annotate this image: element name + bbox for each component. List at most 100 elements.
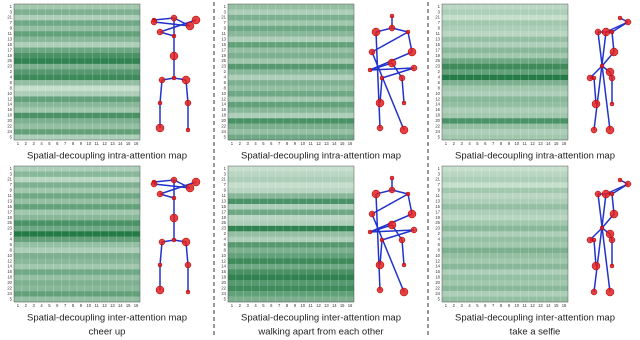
joint xyxy=(388,186,396,194)
column-label: 4 xyxy=(468,141,471,146)
column-label: 8 xyxy=(72,303,75,308)
joint xyxy=(169,51,179,61)
joint xyxy=(590,288,598,296)
row-label: 9 xyxy=(10,26,13,31)
joint xyxy=(150,180,158,188)
column-label: 7 xyxy=(492,141,495,146)
column-label: 6 xyxy=(484,303,487,308)
joint xyxy=(184,261,192,269)
row-label: 5 xyxy=(438,296,441,301)
heatmap-row xyxy=(14,220,140,227)
row-label: 1 xyxy=(224,166,227,171)
row-label: 7 xyxy=(10,20,13,25)
row-label: 3 xyxy=(224,171,227,176)
column-label: 7 xyxy=(64,141,67,146)
row-label: 10 xyxy=(435,253,440,258)
row-label: 25 xyxy=(435,58,440,63)
heatmap-row xyxy=(228,274,354,281)
column-label: 2 xyxy=(453,141,456,146)
row-label: 22 xyxy=(435,124,440,129)
column-label: 8 xyxy=(500,303,503,308)
row-label: 11 xyxy=(8,193,13,198)
heatmap-row xyxy=(228,4,354,10)
column-label: 3 xyxy=(461,303,464,308)
row-label: 4 xyxy=(10,237,13,242)
row-label: 19 xyxy=(7,215,12,220)
joint xyxy=(156,190,164,198)
heatmap-row xyxy=(442,220,568,227)
heatmap-row xyxy=(442,296,568,303)
row-label: 13 xyxy=(435,198,440,203)
heatmap-row xyxy=(442,9,568,16)
heatmap-row xyxy=(228,209,354,216)
column-label: 11 xyxy=(309,141,314,146)
row-label: 4 xyxy=(438,237,441,242)
row-label: 22 xyxy=(221,286,226,291)
heatmap-row xyxy=(442,242,568,248)
column-label: 7 xyxy=(64,303,67,308)
row-label: 6 xyxy=(224,80,227,85)
row-label: 9 xyxy=(438,26,441,31)
bone xyxy=(401,77,405,104)
heatmap-row xyxy=(228,242,354,248)
column-label: 11 xyxy=(523,303,528,308)
joint xyxy=(157,262,163,268)
row-label: 6 xyxy=(438,80,441,85)
heatmap-row xyxy=(228,296,354,303)
row-label: 14 xyxy=(221,102,226,107)
heatmap-row xyxy=(442,14,568,21)
joint xyxy=(591,261,601,271)
joint xyxy=(156,28,164,36)
row-label: 14 xyxy=(7,264,12,269)
heatmap-row xyxy=(442,4,568,10)
column-label: 12 xyxy=(316,303,321,308)
heatmap-row xyxy=(442,198,568,205)
heatmap-row xyxy=(228,91,354,97)
joint xyxy=(624,18,632,26)
heatmap-row xyxy=(14,176,140,183)
heatmap-row xyxy=(442,187,568,194)
row-label: 23 xyxy=(435,64,440,69)
column-label: 13 xyxy=(538,141,543,146)
row-label: 12 xyxy=(7,258,12,263)
heatmap-row xyxy=(228,187,354,194)
heatmap-row xyxy=(228,280,354,286)
row-label: 21 xyxy=(221,177,226,182)
joint xyxy=(405,29,411,35)
row-label: 18 xyxy=(7,275,12,280)
row-label: 3 xyxy=(224,9,227,14)
joint xyxy=(624,180,632,188)
heatmap-row xyxy=(228,58,354,65)
row-label: 25 xyxy=(221,58,226,63)
row-label: 1 xyxy=(438,166,441,171)
heatmap-row xyxy=(442,263,568,270)
heatmap-row xyxy=(228,31,354,37)
joint xyxy=(181,75,191,85)
row-label: 3 xyxy=(10,9,13,14)
column-label: 10 xyxy=(86,141,91,146)
skeleton xyxy=(367,13,418,135)
column-label: 8 xyxy=(286,141,289,146)
heatmap-row xyxy=(14,225,140,232)
row-label: 22 xyxy=(435,286,440,291)
joint xyxy=(617,15,623,21)
column-label: 1 xyxy=(231,141,234,146)
row-label: 22 xyxy=(7,124,12,129)
row-label: 9 xyxy=(10,188,13,193)
row-label: 20 xyxy=(221,280,226,285)
row-label: 21 xyxy=(221,15,226,20)
joint xyxy=(410,64,418,72)
row-label: 2 xyxy=(438,69,441,74)
column-label: 1 xyxy=(445,303,448,308)
row-label: 12 xyxy=(7,96,12,101)
column-label: 2 xyxy=(239,303,242,308)
column-label: 13 xyxy=(110,303,115,308)
row-label: 15 xyxy=(7,204,12,209)
heatmap-row xyxy=(228,96,354,103)
heatmap-row xyxy=(442,209,568,216)
joint xyxy=(375,260,385,270)
column-label: 12 xyxy=(530,303,535,308)
heatmap-row xyxy=(14,209,140,216)
row-label: 15 xyxy=(221,204,226,209)
row-label: 25 xyxy=(435,220,440,225)
